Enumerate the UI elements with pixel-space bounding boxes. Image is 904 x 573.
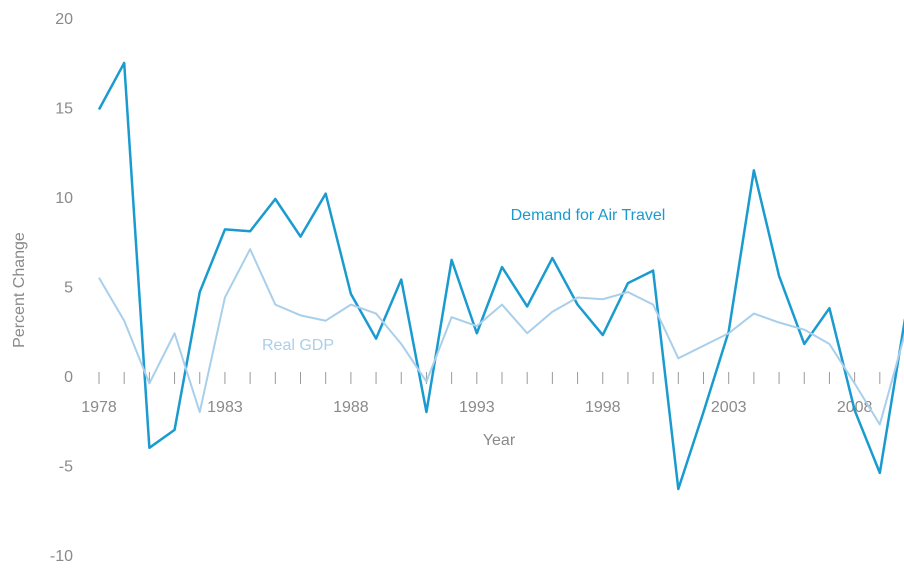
y-tick-label: 5 [64,280,73,297]
y-tick-label: 0 [64,369,73,386]
x-tick-label: 1988 [333,399,369,416]
x-tick-label: 2003 [711,399,747,416]
series-line [98,248,904,426]
y-tick-label: -10 [50,548,73,565]
y-axis-label: Percent Change [11,232,28,348]
y-tick-label: 20 [55,11,73,28]
x-tick-label: 1998 [585,399,621,416]
series-line [97,61,904,491]
series-label: Real GDP [262,337,334,354]
x-axis-label: Year [483,432,516,449]
y-tick-label: -5 [59,459,73,476]
x-tick-label: 1983 [207,399,243,416]
x-tick-label: 1978 [81,399,117,416]
y-tick-label: 10 [55,190,73,207]
series-label: Demand for Air Travel [511,207,666,224]
x-tick-label: 1993 [459,399,495,416]
y-tick-label: 15 [55,101,73,118]
